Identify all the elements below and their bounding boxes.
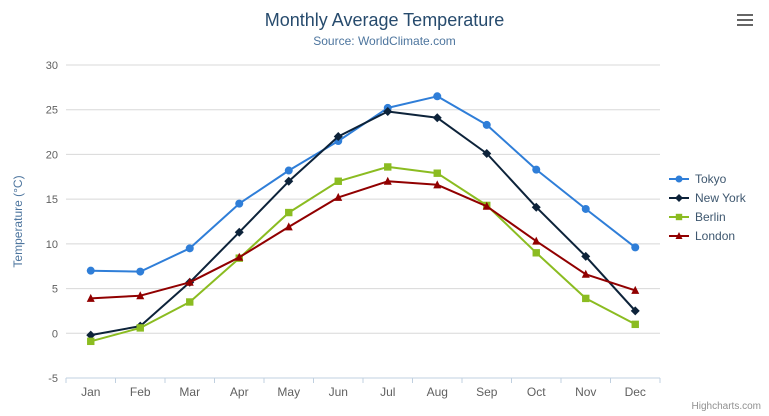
data-point-marker[interactable] <box>482 149 492 159</box>
data-point-marker[interactable] <box>234 227 244 237</box>
data-point-marker[interactable] <box>86 330 96 340</box>
export-menu-button[interactable] <box>733 10 757 30</box>
data-point-marker[interactable] <box>581 251 591 261</box>
x-axis-tick-label: Jan <box>81 385 100 399</box>
series-london <box>86 176 640 302</box>
triangle-legend-marker-icon <box>669 231 689 239</box>
data-point-marker[interactable] <box>334 192 343 201</box>
data-point-marker[interactable] <box>433 92 442 101</box>
data-point-marker[interactable] <box>532 249 540 257</box>
data-point-marker[interactable] <box>675 175 683 182</box>
x-axis-tick-label: Feb <box>130 385 151 399</box>
data-point-marker[interactable] <box>532 165 541 174</box>
x-axis-tick-label: Oct <box>527 385 546 399</box>
data-point-marker[interactable] <box>581 204 590 213</box>
data-point-marker[interactable] <box>582 294 590 303</box>
y-axis-title: Temperature (°C) <box>11 175 25 267</box>
y-axis-tick-label: -5 <box>48 373 58 385</box>
legend-label: London <box>695 228 736 243</box>
y-axis-tick-label: 25 <box>46 105 58 117</box>
x-axis-tick-label: Jun <box>329 385 348 399</box>
data-point-marker[interactable] <box>482 120 491 129</box>
data-point-marker[interactable] <box>675 231 683 239</box>
series-line <box>89 110 637 337</box>
data-point-marker[interactable] <box>531 202 541 212</box>
chart-title: Monthly Average Temperature <box>264 10 505 30</box>
data-point-marker[interactable] <box>235 199 244 208</box>
hamburger-menu-icon <box>737 14 753 26</box>
x-axis-tick-label: Mar <box>179 385 200 399</box>
data-point-marker[interactable] <box>86 293 95 302</box>
y-axis-tick-label: 0 <box>52 328 58 340</box>
legend-label: Berlin <box>695 209 726 224</box>
data-point-marker[interactable] <box>285 208 293 217</box>
y-axis-tick-label: 15 <box>46 194 58 206</box>
data-point-marker[interactable] <box>433 180 442 189</box>
data-point-marker[interactable] <box>631 243 640 252</box>
data-point-marker[interactable] <box>185 277 194 286</box>
data-point-marker[interactable] <box>630 306 640 316</box>
series-new-york <box>86 107 640 340</box>
data-point-marker[interactable] <box>136 324 144 332</box>
data-point-marker[interactable] <box>581 269 590 278</box>
x-axis-tick-label: Sep <box>476 385 498 399</box>
legend-label: New York <box>695 190 746 205</box>
series-line <box>89 95 637 273</box>
diamond-legend-marker-icon <box>669 193 689 202</box>
data-point-marker[interactable] <box>631 285 640 294</box>
legend-item-berlin[interactable]: Berlin <box>668 207 746 226</box>
legend: Tokyo New York Berlin London <box>668 169 746 245</box>
y-axis-tick-label: 5 <box>52 284 58 296</box>
x-axis-tick-label: Aug <box>427 385 448 399</box>
legend-item-new-york[interactable]: New York <box>668 188 746 207</box>
data-point-marker[interactable] <box>185 244 194 253</box>
data-point-marker[interactable] <box>482 201 491 210</box>
x-axis-tick-label: Apr <box>230 385 249 399</box>
credits-link[interactable]: Highcharts.com <box>691 401 761 412</box>
x-axis-tick-label: Jul <box>380 385 395 399</box>
data-point-marker[interactable] <box>333 132 343 142</box>
chart-subtitle: Source: WorldClimate.com <box>313 34 456 48</box>
data-point-marker[interactable] <box>383 176 392 185</box>
x-axis-tick-label: Nov <box>575 385 596 399</box>
data-point-marker[interactable] <box>87 337 95 346</box>
y-axis-tick-label: 10 <box>46 239 58 251</box>
series-line <box>89 165 637 343</box>
data-point-marker[interactable] <box>334 177 342 185</box>
legend-label: Tokyo <box>695 171 727 186</box>
data-point-marker[interactable] <box>432 113 442 123</box>
series-tokyo <box>86 92 640 276</box>
series-line <box>89 180 637 300</box>
data-point-marker[interactable] <box>383 107 393 117</box>
legend-item-london[interactable]: London <box>668 226 746 245</box>
data-point-marker[interactable] <box>433 169 441 177</box>
data-point-marker[interactable] <box>532 236 541 245</box>
legend-item-tokyo[interactable]: Tokyo <box>668 169 746 188</box>
data-point-marker[interactable] <box>284 166 293 175</box>
data-point-marker[interactable] <box>235 252 244 261</box>
data-point-marker[interactable] <box>186 298 194 306</box>
data-point-marker[interactable] <box>384 163 392 171</box>
data-point-marker[interactable] <box>675 213 683 220</box>
data-point-marker[interactable] <box>284 176 294 186</box>
data-point-marker[interactable] <box>631 320 639 329</box>
circle-legend-marker-icon <box>669 175 689 182</box>
y-axis-tick-label: 20 <box>46 149 58 161</box>
data-point-marker[interactable] <box>136 291 145 300</box>
data-point-marker[interactable] <box>675 193 683 202</box>
y-axis-tick-label: 30 <box>46 60 58 72</box>
x-axis-tick-label: Dec <box>625 385 646 399</box>
data-point-marker[interactable] <box>136 267 145 276</box>
data-point-marker[interactable] <box>284 222 293 231</box>
square-legend-marker-icon <box>669 213 689 220</box>
x-axis-tick-label: May <box>277 385 300 399</box>
data-point-marker[interactable] <box>86 266 95 275</box>
